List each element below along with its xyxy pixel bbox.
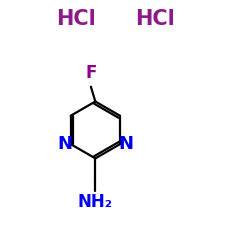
Text: NH₂: NH₂ <box>78 193 113 211</box>
Text: HCl: HCl <box>135 9 174 29</box>
Text: N: N <box>58 135 73 153</box>
Text: F: F <box>85 64 96 82</box>
Text: HCl: HCl <box>56 9 96 29</box>
Text: N: N <box>118 135 133 153</box>
